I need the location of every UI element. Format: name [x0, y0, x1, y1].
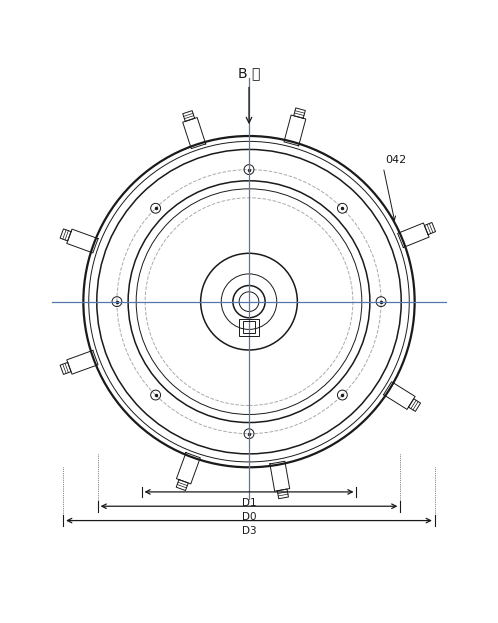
Text: D3: D3: [242, 526, 256, 536]
Text: 042: 042: [385, 155, 407, 165]
Bar: [239, 318, 259, 336]
Text: D1: D1: [242, 498, 256, 508]
Text: D0: D0: [242, 512, 256, 522]
Bar: [243, 321, 255, 333]
Text: B 向: B 向: [238, 66, 260, 80]
